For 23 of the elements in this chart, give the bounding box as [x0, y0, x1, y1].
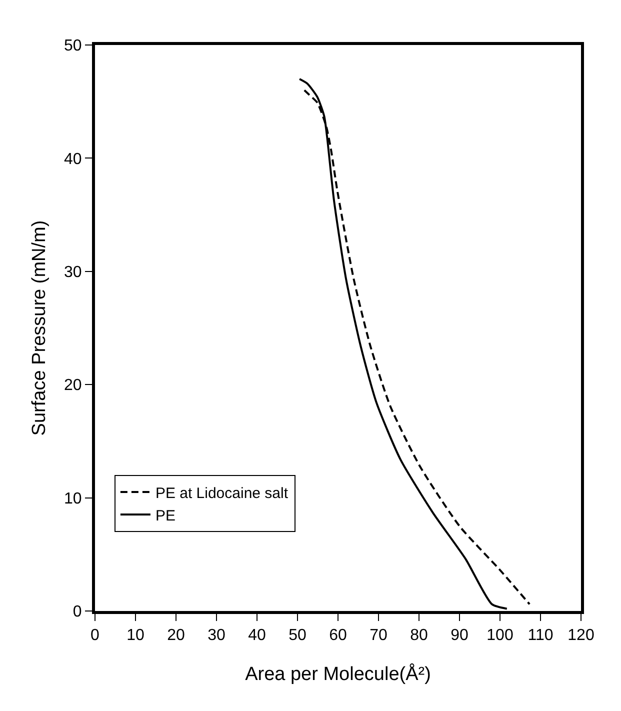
- x-tick-label: 110: [528, 627, 554, 644]
- y-tick-label: 30: [64, 264, 82, 281]
- x-tick-label: 120: [568, 627, 594, 644]
- x-tick-label: 40: [248, 627, 266, 644]
- y-tick-label: 50: [64, 38, 82, 55]
- legend-label: PE: [155, 507, 176, 524]
- x-tick-label: 100: [486, 627, 514, 644]
- x-tick-label: 60: [329, 627, 347, 644]
- x-tick-label: 20: [167, 627, 185, 644]
- x-tick-label: 10: [126, 627, 144, 644]
- y-tick-label: 20: [64, 377, 82, 394]
- x-tick-label: 50: [288, 627, 306, 644]
- y-axis-title: Surface Pressure (mN/m): [29, 220, 50, 436]
- x-axis-title: Area per Molecule(Å²): [245, 663, 431, 685]
- x-tick-label: 90: [450, 627, 468, 644]
- y-tick-label: 40: [64, 150, 82, 168]
- x-tick-label: 70: [370, 627, 388, 644]
- x-tick-label: 30: [208, 627, 226, 644]
- legend-label: PE at Lidocaine salt: [155, 484, 289, 502]
- x-tick-label: 0: [90, 627, 100, 644]
- x-tick-label: 80: [410, 627, 428, 644]
- y-tick-label: 0: [72, 604, 82, 621]
- y-tick-label: 10: [64, 490, 82, 508]
